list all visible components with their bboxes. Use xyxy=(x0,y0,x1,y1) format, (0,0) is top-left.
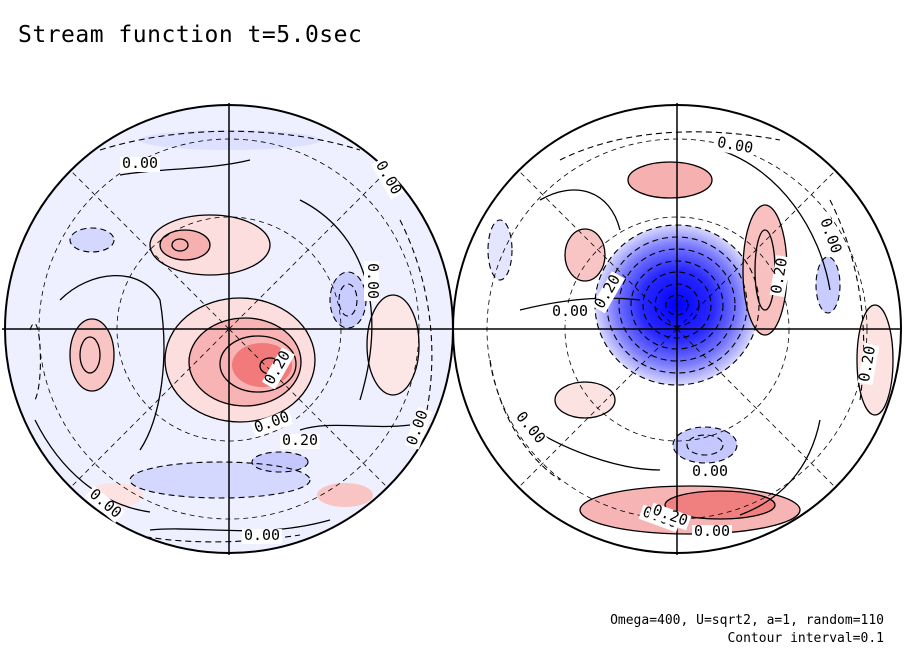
contour-interval-note: Contour interval=0.1 xyxy=(727,631,884,646)
contour-label-bg xyxy=(404,406,433,450)
contour-label: 0.00 xyxy=(364,263,382,299)
contour-label-bg xyxy=(690,465,730,480)
contour-label-bg xyxy=(250,409,294,438)
contour-label-bg xyxy=(815,214,844,258)
contour-label-bg xyxy=(769,255,792,298)
contour-label-bg xyxy=(648,502,692,531)
left-hemisphere-panel xyxy=(2,103,456,555)
contour-label: 0.00 xyxy=(692,462,728,480)
chart-title: Stream function t=5.0sec xyxy=(18,22,363,48)
contour-label: 0.00 xyxy=(716,133,755,157)
contour-label-bg xyxy=(84,485,125,523)
contour-label-bg xyxy=(371,157,405,200)
left-negative-region-east xyxy=(330,272,366,328)
left-positive-peak-north xyxy=(160,230,210,260)
contour-label-bg xyxy=(591,271,625,314)
contour-label-bg xyxy=(511,408,549,449)
left-negative-region-n xyxy=(140,130,320,150)
contour-label-bg xyxy=(713,135,756,158)
left-negative-region-south xyxy=(130,462,310,498)
contour-label-bg xyxy=(280,434,320,449)
right-negative-region-south xyxy=(673,427,737,463)
right-negative-region-east xyxy=(816,257,840,313)
right-positive-region-west xyxy=(565,229,605,281)
left-positive-region-south xyxy=(317,483,373,507)
contour-label-bg xyxy=(261,347,295,390)
contour-label-bg xyxy=(242,529,282,544)
parameter-note: Omega=400, U=sqrt2, a=1, random=110 xyxy=(610,613,884,628)
contour-label: 0.00 xyxy=(694,522,730,540)
left-negative-region-se xyxy=(252,452,308,472)
right-negative-region-west xyxy=(488,220,512,280)
contour-label-bg xyxy=(550,305,590,320)
contour-label-bg xyxy=(120,157,160,172)
contour-label: 0.20 xyxy=(282,431,318,449)
right-hemisphere-panel xyxy=(452,103,902,555)
contour-label-bg xyxy=(692,525,732,540)
contour-labels: 0.00 0.000.000.200.000.20 0.000.000.000.00… xyxy=(84,133,880,544)
right-positive-band-east xyxy=(743,205,787,335)
right-positive-region-north xyxy=(628,162,712,198)
left-positive-region-west xyxy=(70,319,114,391)
right-positive-region-sw xyxy=(555,382,615,418)
contour-label: 0.00 xyxy=(122,154,158,172)
contour-label: 0.20 xyxy=(767,256,791,295)
left-negative-region-nw xyxy=(70,228,114,252)
contour-label: 0.20 xyxy=(855,344,879,383)
contour-label-bg xyxy=(364,261,379,301)
contour-label: 0.00 xyxy=(552,302,588,320)
contour-label-bg xyxy=(857,343,880,386)
contour-label: 0.00 xyxy=(244,526,280,544)
left-positive-region-east xyxy=(367,295,419,395)
